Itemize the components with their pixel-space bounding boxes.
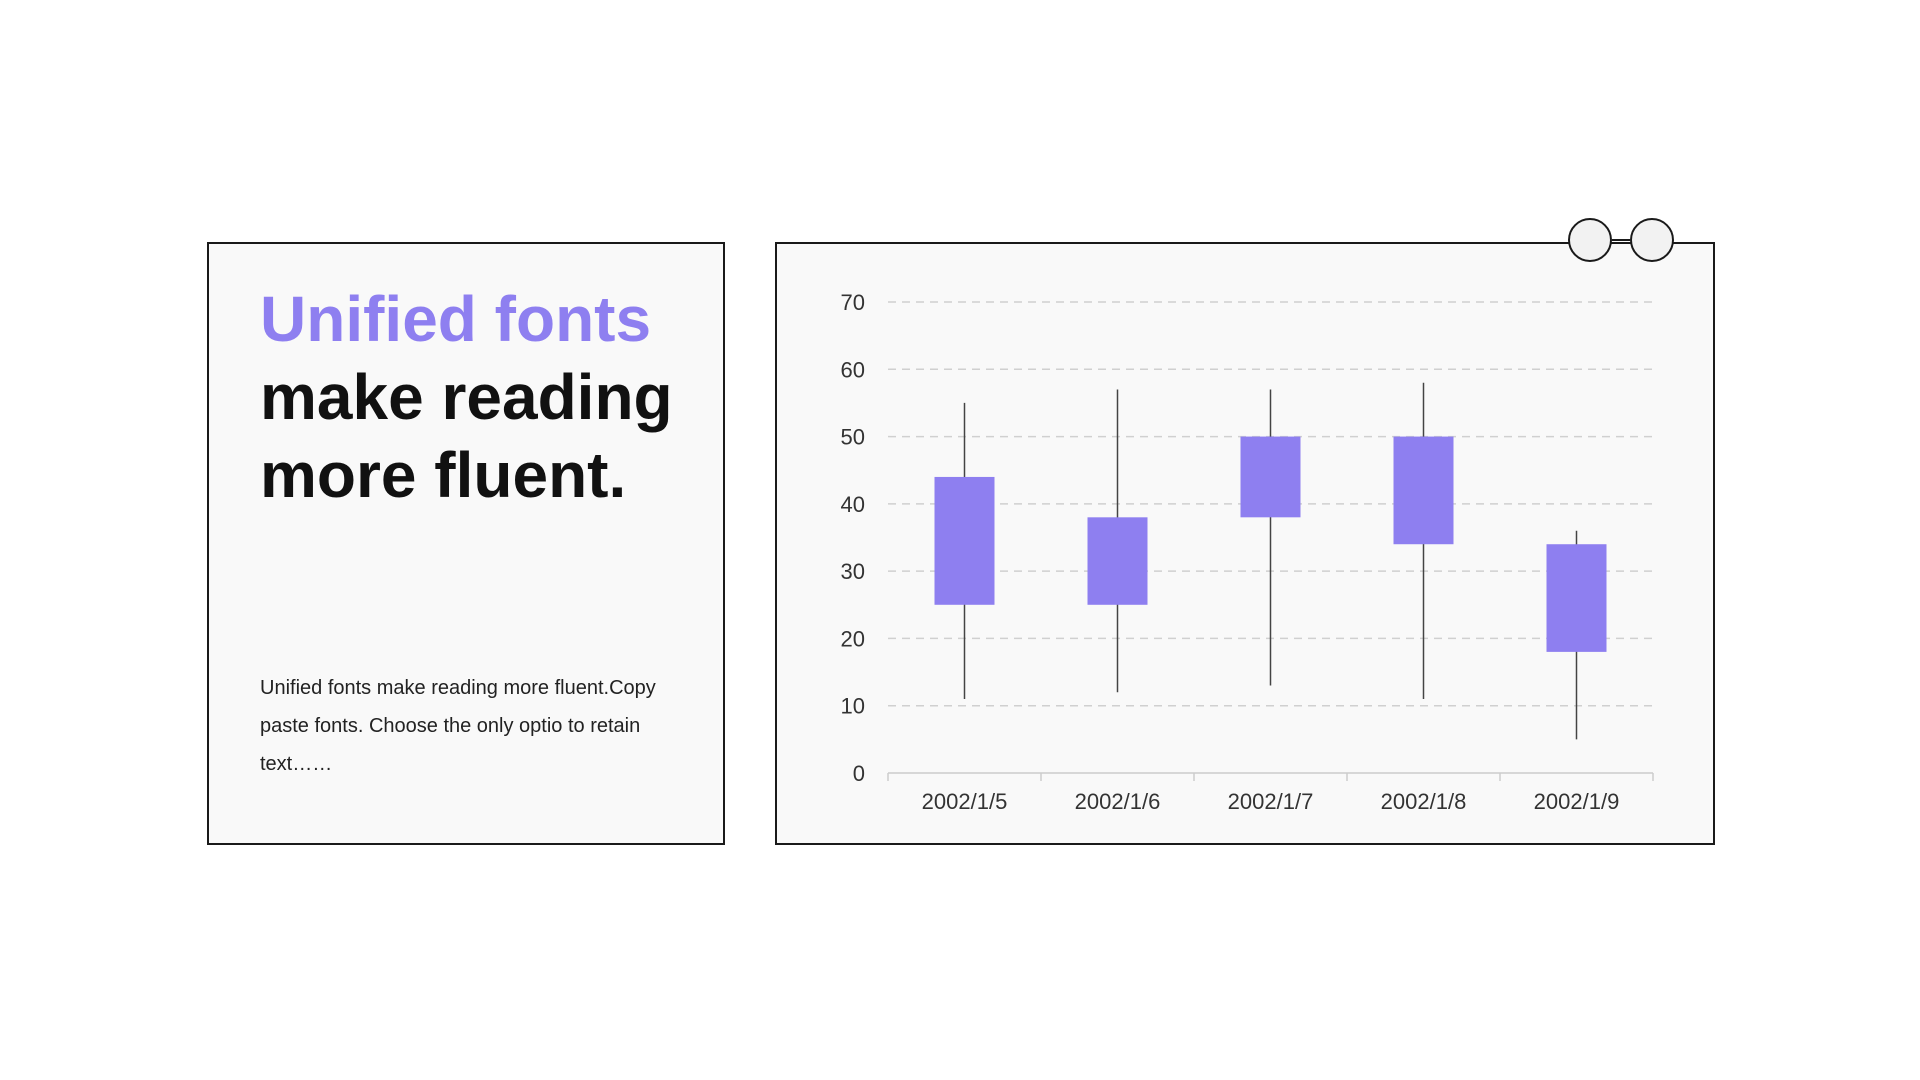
x-tick-label: 2002/1/9 (1534, 789, 1620, 814)
decorative-circle-left (1568, 218, 1612, 262)
decorative-circle-right (1630, 218, 1674, 262)
y-tick-label: 60 (841, 357, 865, 382)
candle-body (1240, 436, 1301, 518)
candle-body (1546, 544, 1607, 652)
y-tick-label: 10 (841, 694, 865, 719)
body-text: Unified fonts make reading more fluent.C… (260, 677, 656, 775)
y-tick-label: 40 (841, 492, 865, 517)
candle-body (1087, 517, 1148, 605)
x-tick-label: 2002/1/5 (922, 789, 1008, 814)
y-tick-label: 70 (841, 290, 865, 315)
candle-body (1393, 436, 1454, 545)
y-tick-label: 50 (841, 425, 865, 450)
headline-rest: make reading more fluent. (260, 361, 673, 511)
text-card: Unified fonts make reading more fluent. … (207, 242, 725, 845)
chart-card: 0 10 20 30 40 50 60 70 2002/1/5 2002/1/6 2002/1/7 2… (775, 242, 1715, 845)
headline: Unified fonts make reading more fluent. (260, 280, 680, 514)
decorative-connector (1612, 239, 1630, 241)
x-tick-label: 2002/1/8 (1381, 789, 1467, 814)
candle-body (934, 476, 995, 605)
candlestick-chart: 0 10 20 30 40 50 60 70 2002/1/5 2002/1/6 2002/1/7 2… (841, 290, 1654, 814)
y-tick-label: 0 (853, 761, 865, 786)
y-tick-label: 20 (841, 626, 865, 651)
x-tick-label: 2002/1/7 (1228, 789, 1314, 814)
y-tick-label: 30 (841, 559, 865, 584)
headline-accent: Unified fonts (260, 283, 652, 355)
x-tick-label: 2002/1/6 (1075, 789, 1161, 814)
